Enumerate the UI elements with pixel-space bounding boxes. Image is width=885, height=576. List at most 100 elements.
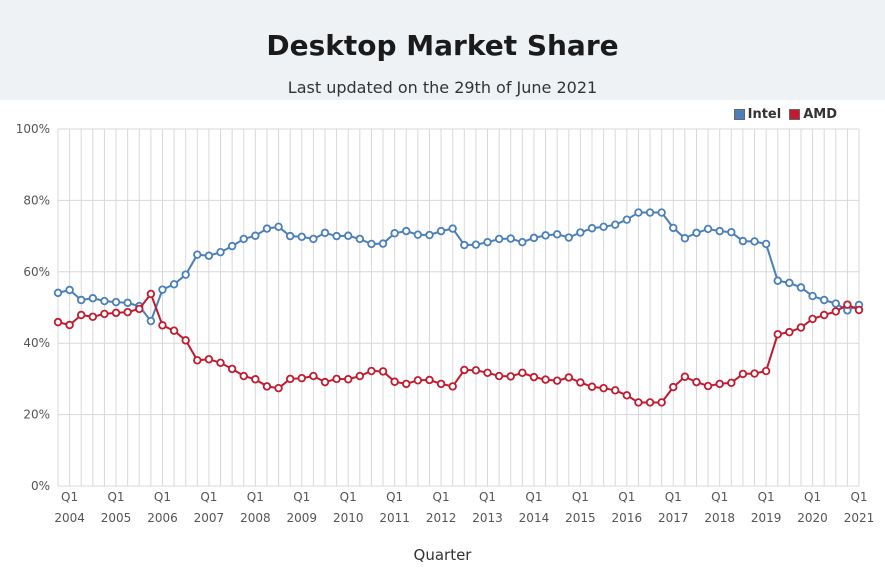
data-point-intel[interactable] xyxy=(413,230,423,239)
data-point-amd[interactable] xyxy=(761,366,771,376)
data-point-intel[interactable] xyxy=(785,278,794,288)
data-point-intel[interactable] xyxy=(773,276,782,285)
data-point-amd[interactable] xyxy=(344,375,353,384)
data-point-intel[interactable] xyxy=(750,237,759,246)
data-point-intel[interactable] xyxy=(425,230,434,240)
data-point-intel[interactable] xyxy=(274,222,283,232)
data-point-intel[interactable] xyxy=(251,231,260,240)
data-point-amd[interactable] xyxy=(599,383,608,393)
data-point-amd[interactable] xyxy=(541,375,550,384)
data-point-intel[interactable] xyxy=(193,250,202,259)
data-point-amd[interactable] xyxy=(413,376,423,385)
data-point-amd[interactable] xyxy=(100,309,109,319)
data-point-intel[interactable] xyxy=(703,224,713,234)
data-point-amd[interactable] xyxy=(692,377,701,387)
data-point-intel[interactable] xyxy=(494,234,504,244)
data-point-amd[interactable] xyxy=(796,323,806,332)
data-point-amd[interactable] xyxy=(355,371,365,381)
data-point-intel[interactable] xyxy=(587,224,597,233)
data-point-amd[interactable] xyxy=(471,366,481,375)
data-point-intel[interactable] xyxy=(564,233,573,242)
data-point-intel[interactable] xyxy=(518,237,527,247)
data-point-amd[interactable] xyxy=(819,310,829,320)
data-point-amd[interactable] xyxy=(216,358,225,368)
data-point-intel[interactable] xyxy=(669,223,678,233)
data-point-intel[interactable] xyxy=(448,224,457,233)
data-point-amd[interactable] xyxy=(785,327,794,337)
data-point-intel[interactable] xyxy=(146,316,156,326)
data-point-intel[interactable] xyxy=(460,240,469,250)
data-point-amd[interactable] xyxy=(135,304,144,314)
data-point-amd[interactable] xyxy=(169,326,179,335)
data-point-amd[interactable] xyxy=(320,377,330,387)
data-point-intel[interactable] xyxy=(402,226,411,236)
data-point-intel[interactable] xyxy=(309,234,318,244)
legend-item-amd[interactable]: AMD xyxy=(789,107,837,122)
data-point-amd[interactable] xyxy=(309,371,318,381)
data-point-intel[interactable] xyxy=(88,294,98,303)
data-point-amd[interactable] xyxy=(854,305,864,315)
data-point-amd[interactable] xyxy=(204,355,214,364)
data-point-intel[interactable] xyxy=(216,247,225,257)
data-point-intel[interactable] xyxy=(808,291,817,301)
data-point-intel[interactable] xyxy=(541,231,550,240)
data-point-amd[interactable] xyxy=(227,364,237,374)
data-point-intel[interactable] xyxy=(77,295,86,305)
data-point-intel[interactable] xyxy=(320,228,330,238)
data-point-amd[interactable] xyxy=(193,356,202,365)
data-point-intel[interactable] xyxy=(367,239,376,249)
data-point-amd[interactable] xyxy=(332,374,341,384)
data-point-amd[interactable] xyxy=(657,398,666,407)
data-point-amd[interactable] xyxy=(297,373,306,383)
data-point-amd[interactable] xyxy=(390,377,399,386)
data-point-intel[interactable] xyxy=(262,224,272,233)
data-point-amd[interactable] xyxy=(65,320,74,330)
data-point-amd[interactable] xyxy=(378,367,388,376)
data-point-amd[interactable] xyxy=(53,317,63,327)
data-point-intel[interactable] xyxy=(611,220,620,229)
data-point-intel[interactable] xyxy=(227,241,237,251)
data-point-intel[interactable] xyxy=(761,239,771,249)
data-point-intel[interactable] xyxy=(622,215,632,224)
data-point-intel[interactable] xyxy=(483,237,492,247)
data-point-amd[interactable] xyxy=(181,336,190,345)
data-point-intel[interactable] xyxy=(796,283,806,292)
data-point-intel[interactable] xyxy=(123,298,132,308)
data-point-intel[interactable] xyxy=(831,299,840,308)
data-point-amd[interactable] xyxy=(262,382,272,391)
data-point-amd[interactable] xyxy=(738,369,748,379)
data-point-intel[interactable] xyxy=(100,296,109,306)
data-point-amd[interactable] xyxy=(669,382,678,392)
data-point-intel[interactable] xyxy=(634,208,643,217)
data-point-amd[interactable] xyxy=(239,371,248,381)
data-point-intel[interactable] xyxy=(344,231,353,240)
data-point-intel[interactable] xyxy=(378,239,388,248)
data-point-amd[interactable] xyxy=(645,398,655,407)
data-point-intel[interactable] xyxy=(204,251,214,260)
data-point-intel[interactable] xyxy=(239,234,248,244)
data-point-amd[interactable] xyxy=(518,368,527,378)
data-point-amd[interactable] xyxy=(77,310,86,320)
data-point-intel[interactable] xyxy=(390,229,399,238)
data-point-amd[interactable] xyxy=(703,381,713,391)
data-point-amd[interactable] xyxy=(436,379,446,389)
data-point-intel[interactable] xyxy=(552,230,562,239)
data-point-intel[interactable] xyxy=(645,208,655,217)
data-point-amd[interactable] xyxy=(274,383,283,393)
data-point-intel[interactable] xyxy=(529,233,539,243)
data-point-amd[interactable] xyxy=(564,373,573,382)
data-point-amd[interactable] xyxy=(402,379,411,389)
data-point-intel[interactable] xyxy=(332,231,341,241)
data-point-intel[interactable] xyxy=(471,240,481,249)
data-point-amd[interactable] xyxy=(552,376,562,385)
data-point-amd[interactable] xyxy=(715,379,724,389)
data-point-amd[interactable] xyxy=(576,378,585,387)
data-point-amd[interactable] xyxy=(843,300,852,309)
data-point-intel[interactable] xyxy=(738,236,748,246)
data-point-intel[interactable] xyxy=(436,226,446,236)
data-point-amd[interactable] xyxy=(123,307,132,317)
data-point-intel[interactable] xyxy=(65,285,74,295)
data-point-amd[interactable] xyxy=(831,307,840,316)
data-point-intel[interactable] xyxy=(657,208,666,217)
data-point-amd[interactable] xyxy=(483,368,492,378)
